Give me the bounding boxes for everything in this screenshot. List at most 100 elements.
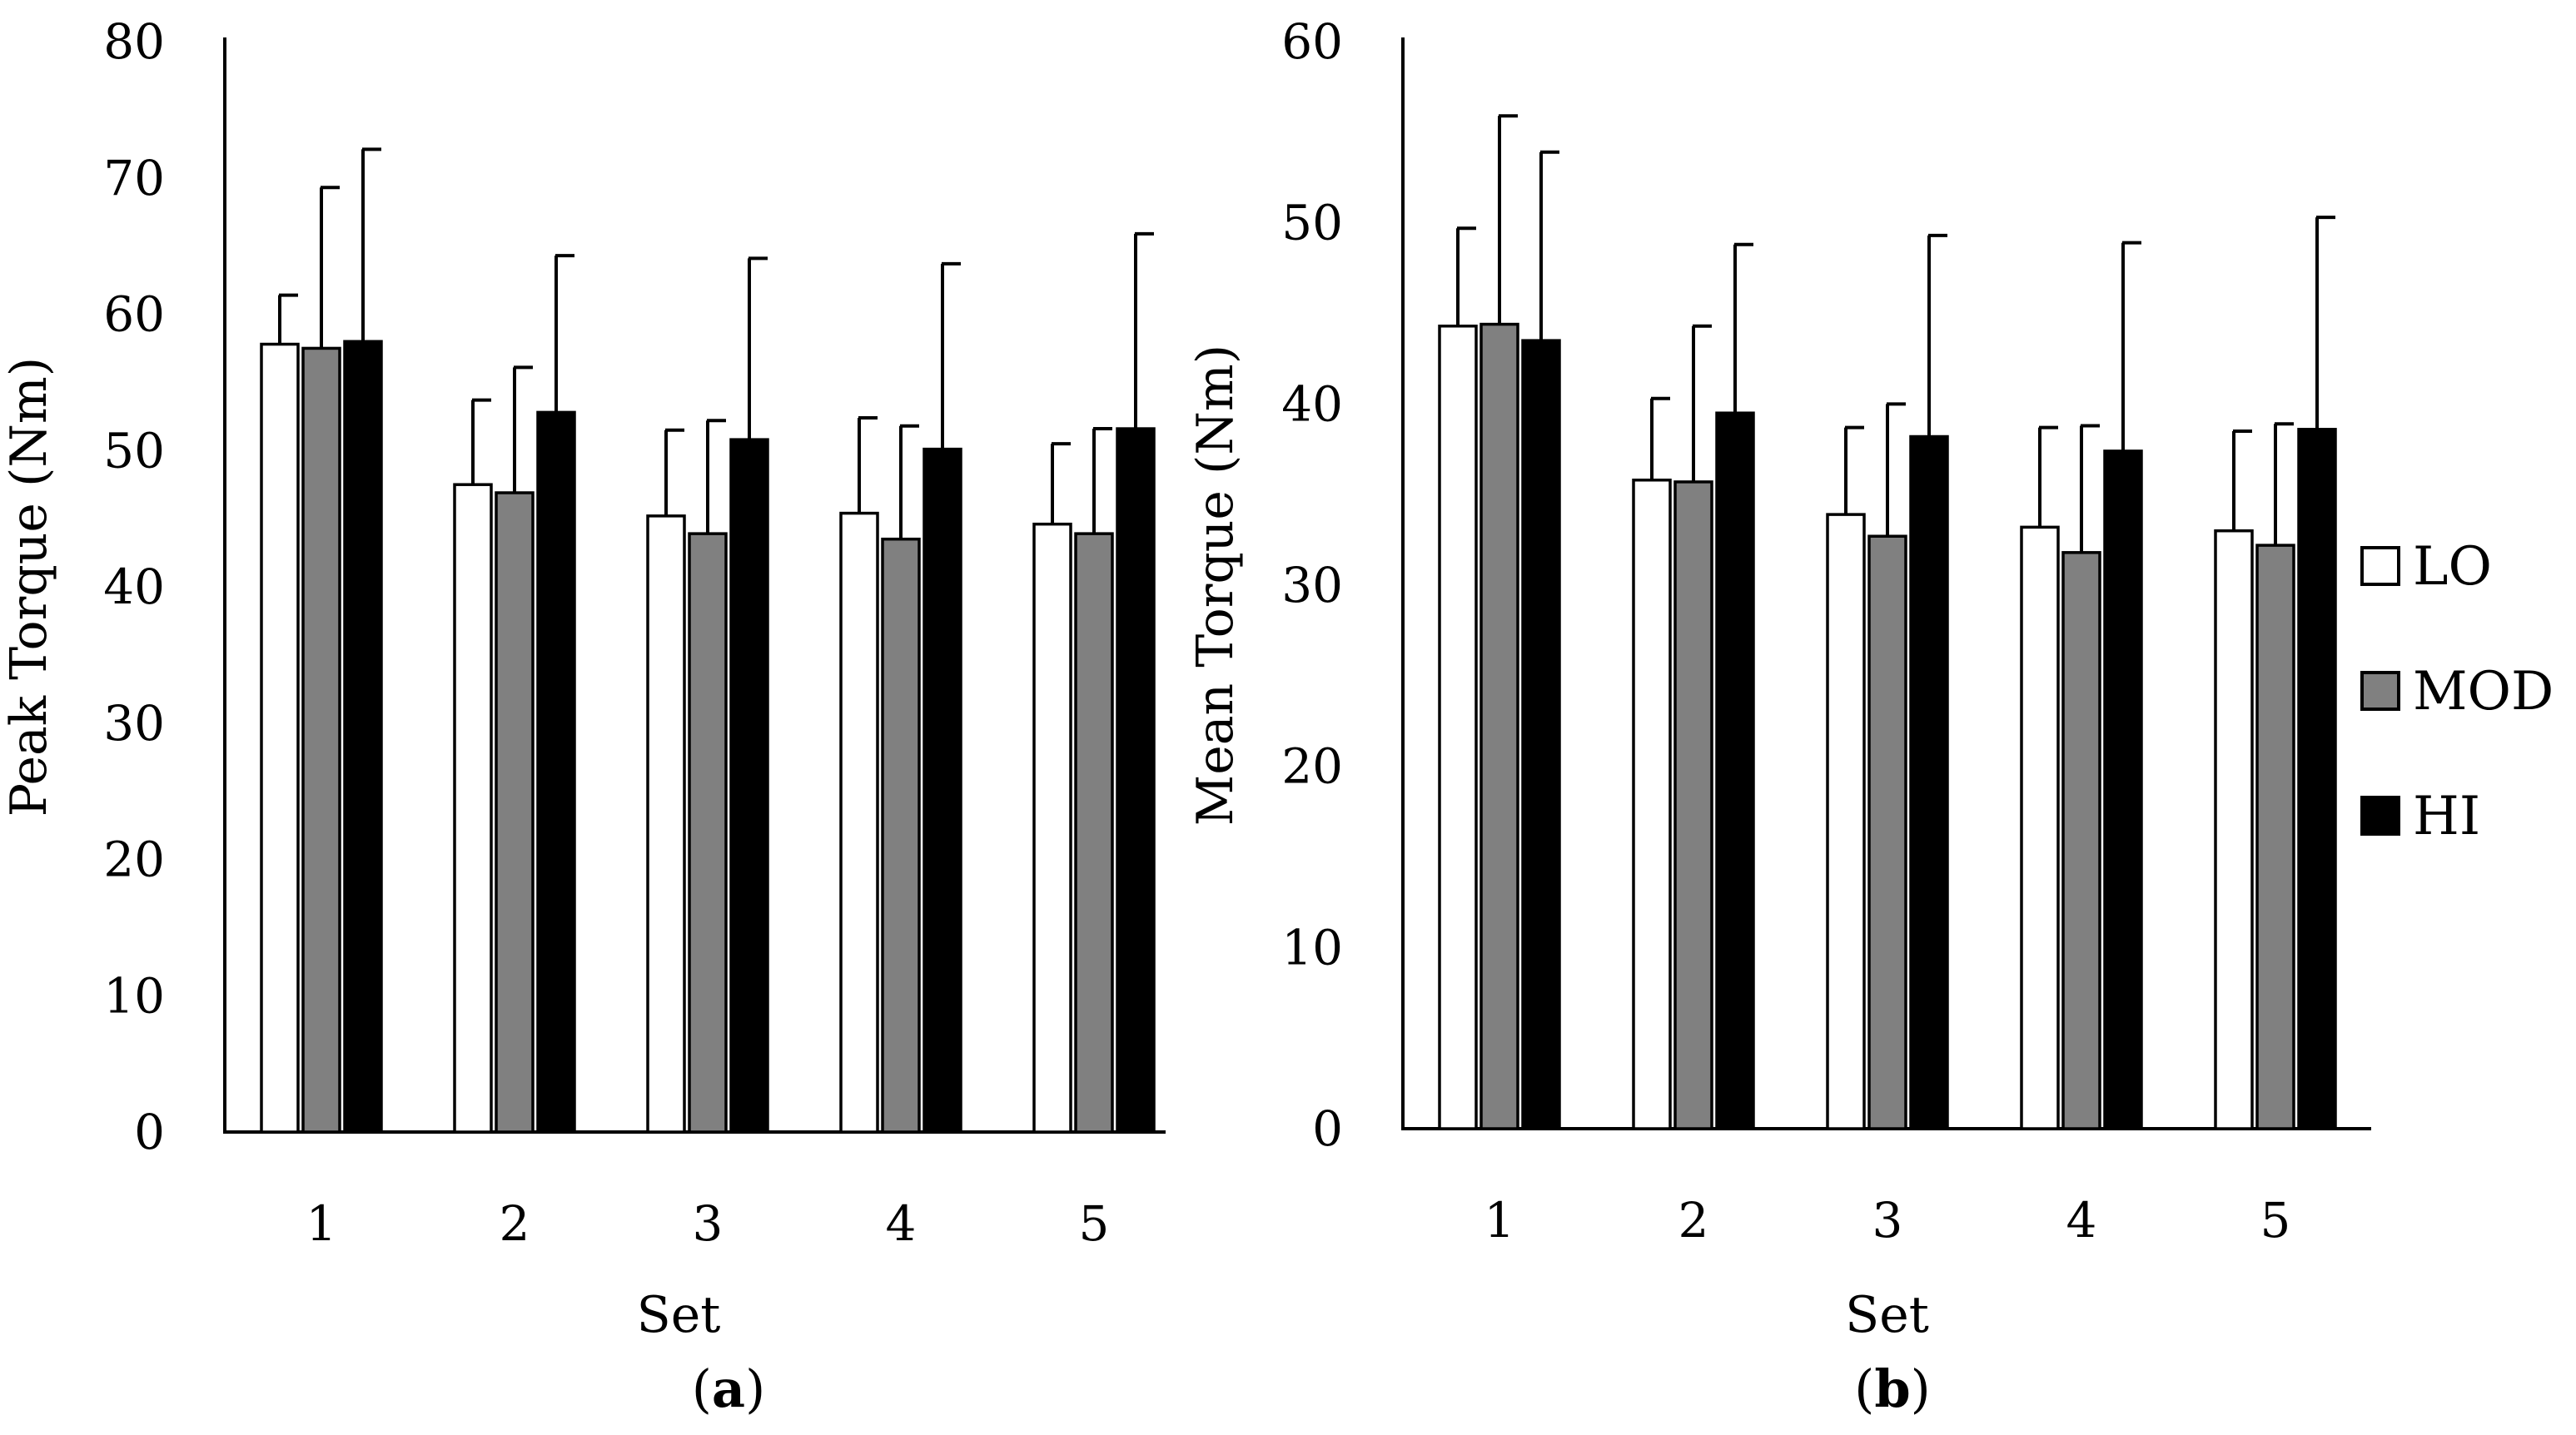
error-bar-lo-set-5 [1051,442,1071,524]
error-bar-mod-set-4 [899,424,919,539]
bar-mod-set-1 [1479,322,1519,1130]
y-tick-label: 20 [1281,738,1343,795]
bar-lo-set-3 [1826,513,1866,1130]
error-bar-lo-set-1 [278,293,298,345]
bar-mod-set-5 [1074,532,1114,1134]
panel-a-x-axis-title: Set [637,1286,721,1344]
error-bar-lo-set-2 [471,398,491,485]
panel-b-mean-torque: 0 10 20 30 40 50 60 1 2 3 4 5 Mean Torque (Nm) Set… [1186,13,2371,1419]
error-bar-lo-set-3 [1844,425,1864,515]
panel-b-x-tick-labels: 1 2 3 4 5 [1484,1192,2291,1249]
y-tick-label: 0 [1312,1100,1343,1157]
error-bar-lo-set-4 [2038,425,2058,528]
panel-a-x-tick-labels: 1 2 3 4 5 [306,1195,1110,1252]
bar-mod-set-3 [1867,534,1907,1130]
error-bar-mod-set-3 [706,419,726,534]
bar-mod-set-3 [688,532,728,1134]
panel-a-peak-torque: 0 10 20 30 40 50 60 70 80 1 2 3 4 5 Peak Torque (Nm)… [0,13,1166,1419]
legend: LO MOD HI [2360,536,2554,847]
y-tick-label: 30 [103,695,165,752]
y-tick-label: 50 [103,422,165,479]
bar-mod-set-4 [2061,551,2101,1130]
bar-mod-set-2 [495,491,535,1134]
panel-a-bars [260,340,1156,1134]
y-tick-label: 20 [103,832,165,888]
bar-lo-set-1 [1438,324,1478,1130]
bar-hi-set-5 [1116,427,1156,1134]
panel-b-x-axis-title: Set [1845,1286,1929,1344]
legend-swatch-hi [2360,796,2400,836]
bar-lo-set-5 [1032,522,1072,1134]
error-bar-mod-set-2 [1692,324,1712,482]
bar-hi-set-1 [1521,339,1561,1130]
error-bar-mod-set-1 [320,186,340,349]
y-tick-label: 30 [1281,557,1343,613]
error-bar-mod-set-4 [2080,424,2100,553]
legend-swatch-lo [2360,546,2400,586]
error-bar-hi-set-4 [2121,241,2141,451]
y-tick-label: 10 [1281,919,1343,976]
y-tick-label: 60 [1281,13,1343,70]
panel-a-y-axis-title: Peak Torque (Nm) [0,357,58,817]
bar-lo-set-5 [2214,529,2254,1130]
error-bar-hi-set-2 [554,254,574,413]
y-tick-label: 10 [103,967,165,1024]
panel-b-y-tick-labels: 0 10 20 30 40 50 60 [1281,13,1343,1157]
error-bar-lo-set-4 [858,415,878,514]
panel-a-y-tick-labels: 0 10 20 30 40 50 60 70 80 [103,13,165,1160]
legend-label-mod: MOD [2413,661,2554,722]
legend-label-hi: HI [2413,786,2480,847]
bar-mod-set-4 [881,537,921,1134]
bar-lo-set-2 [453,483,493,1134]
legend-label-lo: LO [2413,536,2492,598]
error-bar-lo-set-5 [2232,429,2252,531]
y-tick-label: 70 [103,150,165,206]
x-tick-label: 1 [306,1195,337,1252]
bar-mod-set-1 [301,346,341,1134]
y-tick-label: 60 [103,286,165,343]
y-tick-label: 40 [103,559,165,615]
panel-a-error-bars [278,147,1154,539]
bar-mod-set-5 [2255,544,2295,1130]
error-bar-mod-set-2 [513,365,533,494]
bar-lo-set-4 [2020,525,2060,1130]
y-tick-label: 50 [1281,195,1343,251]
bar-lo-set-3 [646,514,686,1134]
bar-lo-set-4 [839,511,879,1134]
bar-hi-set-4 [2103,449,2143,1130]
y-tick-label: 0 [134,1104,165,1160]
panel-b-label: (b) [1854,1358,1931,1419]
x-tick-label: 5 [2260,1192,2291,1249]
error-bar-hi-set-1 [1539,150,1559,341]
x-tick-label: 2 [1678,1192,1709,1249]
y-tick-label: 80 [103,13,165,70]
error-bar-lo-set-2 [1650,396,1670,480]
bar-hi-set-2 [1715,411,1755,1130]
error-bar-hi-set-1 [361,147,381,342]
panel-a-label: (a) [692,1358,766,1419]
bar-lo-set-2 [1632,479,1672,1130]
panel-b-error-bars [1456,114,2335,553]
error-bar-mod-set-1 [1498,114,1518,325]
legend-item-mod: MOD [2360,661,2554,722]
bar-hi-set-3 [729,438,769,1134]
panel-b-label-letter: b [1874,1358,1910,1419]
legend-item-hi: HI [2360,786,2480,847]
error-bar-mod-set-5 [1092,427,1112,534]
error-bar-hi-set-5 [1134,231,1154,430]
x-tick-label: 4 [886,1195,917,1252]
bar-hi-set-2 [536,410,576,1134]
error-bar-mod-set-3 [1886,402,1906,537]
x-tick-label: 5 [1079,1195,1110,1252]
bar-hi-set-4 [922,447,962,1134]
bar-hi-set-1 [343,340,383,1134]
x-tick-label: 4 [2066,1192,2097,1249]
x-tick-label: 2 [500,1195,530,1252]
bar-lo-set-1 [260,342,300,1134]
bar-hi-set-5 [2297,428,2337,1130]
x-tick-label: 3 [693,1195,724,1252]
panel-b-y-axis-title: Mean Torque (Nm) [1186,345,1245,826]
error-bar-hi-set-3 [748,256,768,440]
y-tick-label: 40 [1281,375,1343,432]
